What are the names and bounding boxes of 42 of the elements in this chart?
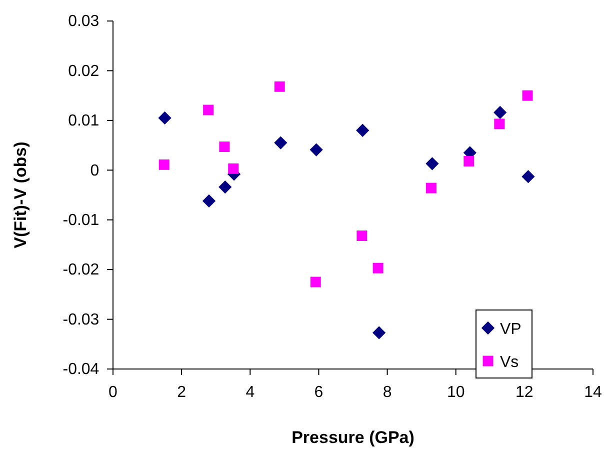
y-tick-label: -0.01 <box>62 212 100 229</box>
x-tick-label: 8 <box>382 384 392 402</box>
point <box>494 118 505 130</box>
point <box>218 180 232 194</box>
legend-label: Vs <box>500 354 519 371</box>
point <box>522 170 535 184</box>
point <box>310 276 321 288</box>
x-tick-label: 12 <box>516 384 534 402</box>
y-tick-label: -0.03 <box>62 311 100 328</box>
y-tick-label: 0 <box>90 162 100 180</box>
point <box>356 230 368 242</box>
point <box>426 182 436 194</box>
point <box>356 124 370 137</box>
y-tick-label: 0.01 <box>68 112 100 130</box>
y-tick-label: -0.04 <box>62 361 100 378</box>
x-tick-label: 14 <box>584 384 602 402</box>
y-tick-label: -0.02 <box>62 262 100 279</box>
y-tick-label: 0.02 <box>68 62 100 80</box>
y-tick-label: 0.03 <box>68 13 100 30</box>
point <box>202 194 216 208</box>
point <box>228 163 239 174</box>
point <box>274 136 288 150</box>
x-tick-label: 6 <box>314 384 324 402</box>
x-tick-label: 4 <box>246 384 255 402</box>
point <box>158 111 172 125</box>
x-axis-title: Pressure (GPa) <box>292 428 414 447</box>
x-tick-label: 2 <box>177 384 186 402</box>
point <box>372 326 386 340</box>
point <box>310 143 323 156</box>
y-axis-title: V(Fit)-V (obs) <box>11 142 30 248</box>
point <box>372 262 384 274</box>
x-tick-label: 10 <box>446 384 465 402</box>
point <box>522 90 533 101</box>
point <box>426 157 439 170</box>
point <box>219 142 230 152</box>
point <box>274 81 285 92</box>
x-tick-label: 0 <box>108 384 118 402</box>
point <box>158 159 170 170</box>
point <box>203 104 214 116</box>
legend-label: VP <box>500 321 522 338</box>
point <box>464 156 474 166</box>
point <box>494 106 507 120</box>
